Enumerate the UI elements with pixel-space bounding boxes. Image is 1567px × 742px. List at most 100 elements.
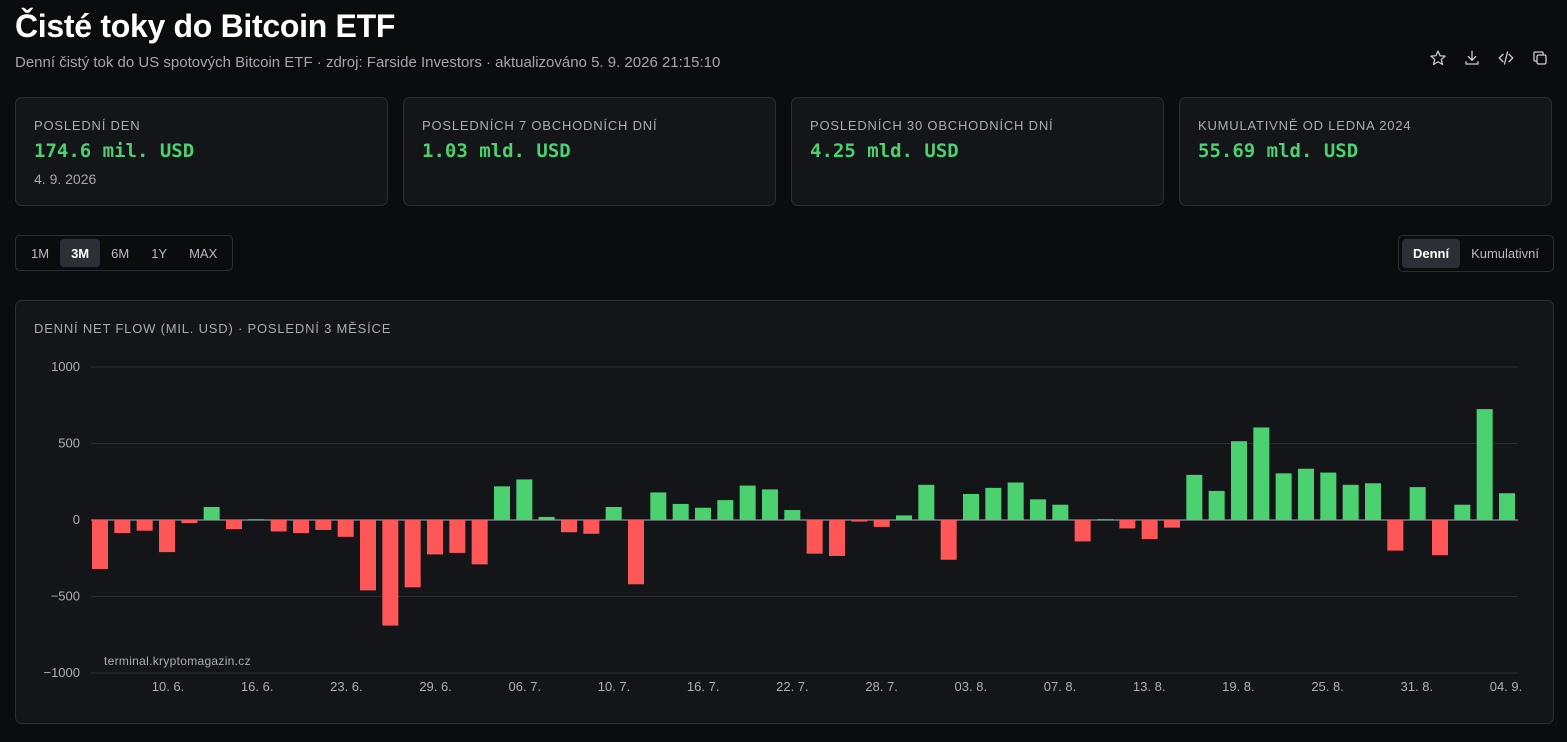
- bar: [1231, 441, 1247, 520]
- bar: [1387, 520, 1404, 551]
- bar: [1052, 504, 1069, 520]
- bar: [1097, 519, 1113, 521]
- bar: [1320, 472, 1337, 520]
- x-tick-label: 06. 7.: [509, 679, 542, 694]
- bar: [1454, 504, 1471, 520]
- x-tick-label: 22. 7.: [776, 679, 809, 694]
- stat-card-value: 1.03 mld. USD: [422, 140, 571, 162]
- stat-card-last-day: POSLEDNÍ DEN 174.6 mil. USD 4. 9. 2026: [15, 97, 388, 206]
- bar: [784, 510, 801, 520]
- header-actions: [1428, 48, 1550, 68]
- bar: [181, 520, 198, 524]
- bar: [360, 520, 376, 591]
- bar: [695, 507, 711, 520]
- bar: [270, 520, 287, 532]
- y-tick-label: −1000: [43, 665, 80, 680]
- bar: [605, 506, 622, 520]
- bar: [717, 500, 734, 520]
- bar: [851, 520, 868, 522]
- bar: [1342, 484, 1359, 520]
- x-tick-label: 19. 8.: [1222, 679, 1255, 694]
- x-tick-label: 10. 6.: [152, 679, 185, 694]
- stat-card-label: POSLEDNÍCH 30 OBCHODNÍCH DNÍ: [810, 118, 1054, 133]
- bar: [1186, 474, 1203, 520]
- stat-card-value: 55.69 mld. USD: [1198, 140, 1359, 162]
- mode-button-daily[interactable]: Denní: [1401, 239, 1461, 268]
- x-tick-label: 10. 7.: [598, 679, 631, 694]
- download-icon[interactable]: [1462, 48, 1482, 68]
- bar: [1365, 483, 1381, 520]
- watermark: terminal.kryptomagazin.cz: [104, 654, 251, 668]
- range-button-3m[interactable]: 3M: [60, 239, 101, 267]
- bar: [1275, 473, 1292, 520]
- stat-cards: POSLEDNÍ DEN 174.6 mil. USD 4. 9. 2026 P…: [15, 97, 1554, 208]
- star-icon[interactable]: [1428, 48, 1448, 68]
- x-tick-label: 29. 6.: [419, 679, 452, 694]
- y-tick-label: −500: [51, 589, 80, 604]
- bar: [561, 520, 577, 533]
- bar: [494, 486, 510, 520]
- x-tick-label: 04. 9.: [1490, 679, 1523, 694]
- bar: [159, 520, 175, 553]
- bar: [427, 520, 443, 555]
- bar: [337, 520, 354, 537]
- bar: [1141, 520, 1158, 540]
- bar: [1030, 499, 1046, 520]
- mode-button-cumulative[interactable]: Kumulativní: [1471, 246, 1539, 261]
- bar: [806, 520, 823, 554]
- bar: [762, 489, 778, 520]
- stat-card-label: POSLEDNÍCH 7 OBCHODNÍCH DNÍ: [422, 118, 658, 133]
- bar: [293, 520, 309, 534]
- page-subtitle: Denní čistý tok do US spotových Bitcoin …: [15, 54, 721, 71]
- stat-card-value: 4.25 mld. USD: [810, 140, 959, 162]
- bar: [1208, 490, 1225, 520]
- bar: [739, 485, 756, 520]
- bar: [829, 520, 845, 556]
- x-tick-label: 03. 8.: [955, 679, 988, 694]
- stat-card-last-7-days: POSLEDNÍCH 7 OBCHODNÍCH DNÍ 1.03 mld. US…: [403, 97, 776, 206]
- x-tick-label: 25. 8.: [1311, 679, 1344, 694]
- chart-panel: DENNÍ NET FLOW (MIL. USD) · POSLEDNÍ 3 M…: [15, 300, 1554, 724]
- bar: [516, 479, 533, 520]
- bar: [1432, 520, 1448, 556]
- bar: [449, 520, 466, 553]
- x-tick-label: 31. 8.: [1401, 679, 1434, 694]
- range-button-max[interactable]: MAX: [189, 245, 218, 261]
- range-button-1y[interactable]: 1Y: [151, 245, 168, 261]
- bar: [226, 520, 242, 530]
- bar: [1253, 427, 1270, 520]
- code-icon[interactable]: [1496, 48, 1516, 68]
- bar: [628, 520, 644, 585]
- bar: [471, 520, 488, 565]
- x-tick-label: 16. 6.: [241, 679, 274, 694]
- range-button-6m[interactable]: 6M: [111, 245, 130, 261]
- y-tick-label: 1000: [51, 359, 80, 374]
- bar: [940, 520, 957, 560]
- stat-card-label: POSLEDNÍ DEN: [34, 118, 141, 133]
- page-title: Čisté toky do Bitcoin ETF: [15, 8, 396, 44]
- bar: [1074, 520, 1091, 542]
- range-button-1m[interactable]: 1M: [31, 245, 50, 261]
- bar: [136, 520, 153, 531]
- range-selector: 1M 3M 6M 1Y MAX: [15, 235, 234, 271]
- stat-card-date: 4. 9. 2026: [34, 171, 97, 187]
- bar: [672, 503, 689, 520]
- bar: [985, 487, 1002, 520]
- bar: [1298, 468, 1314, 520]
- bar: [203, 506, 220, 520]
- stat-card-label: KUMULATIVNĚ OD LEDNA 2024: [1198, 118, 1412, 133]
- x-tick-label: 28. 7.: [865, 679, 898, 694]
- bar: [963, 493, 979, 520]
- mode-selector: Denní Kumulativní: [1397, 235, 1554, 272]
- copy-icon[interactable]: [1530, 48, 1550, 68]
- bar: [382, 520, 399, 626]
- bar: [918, 484, 935, 520]
- bar: [1007, 482, 1024, 520]
- x-tick-label: 23. 6.: [330, 679, 363, 694]
- bar: [1409, 487, 1426, 520]
- flow-bar-chart: 1000 500 0 −500 −1000 10. 6. 16. 6. 23. 6. 29. 6…: [43, 359, 1523, 694]
- stat-card-cumulative: KUMULATIVNĚ OD LEDNA 2024 55.69 mld. USD: [1179, 97, 1552, 206]
- bar: [248, 519, 265, 521]
- y-tick-label: 0: [73, 512, 80, 527]
- bar: [538, 516, 555, 520]
